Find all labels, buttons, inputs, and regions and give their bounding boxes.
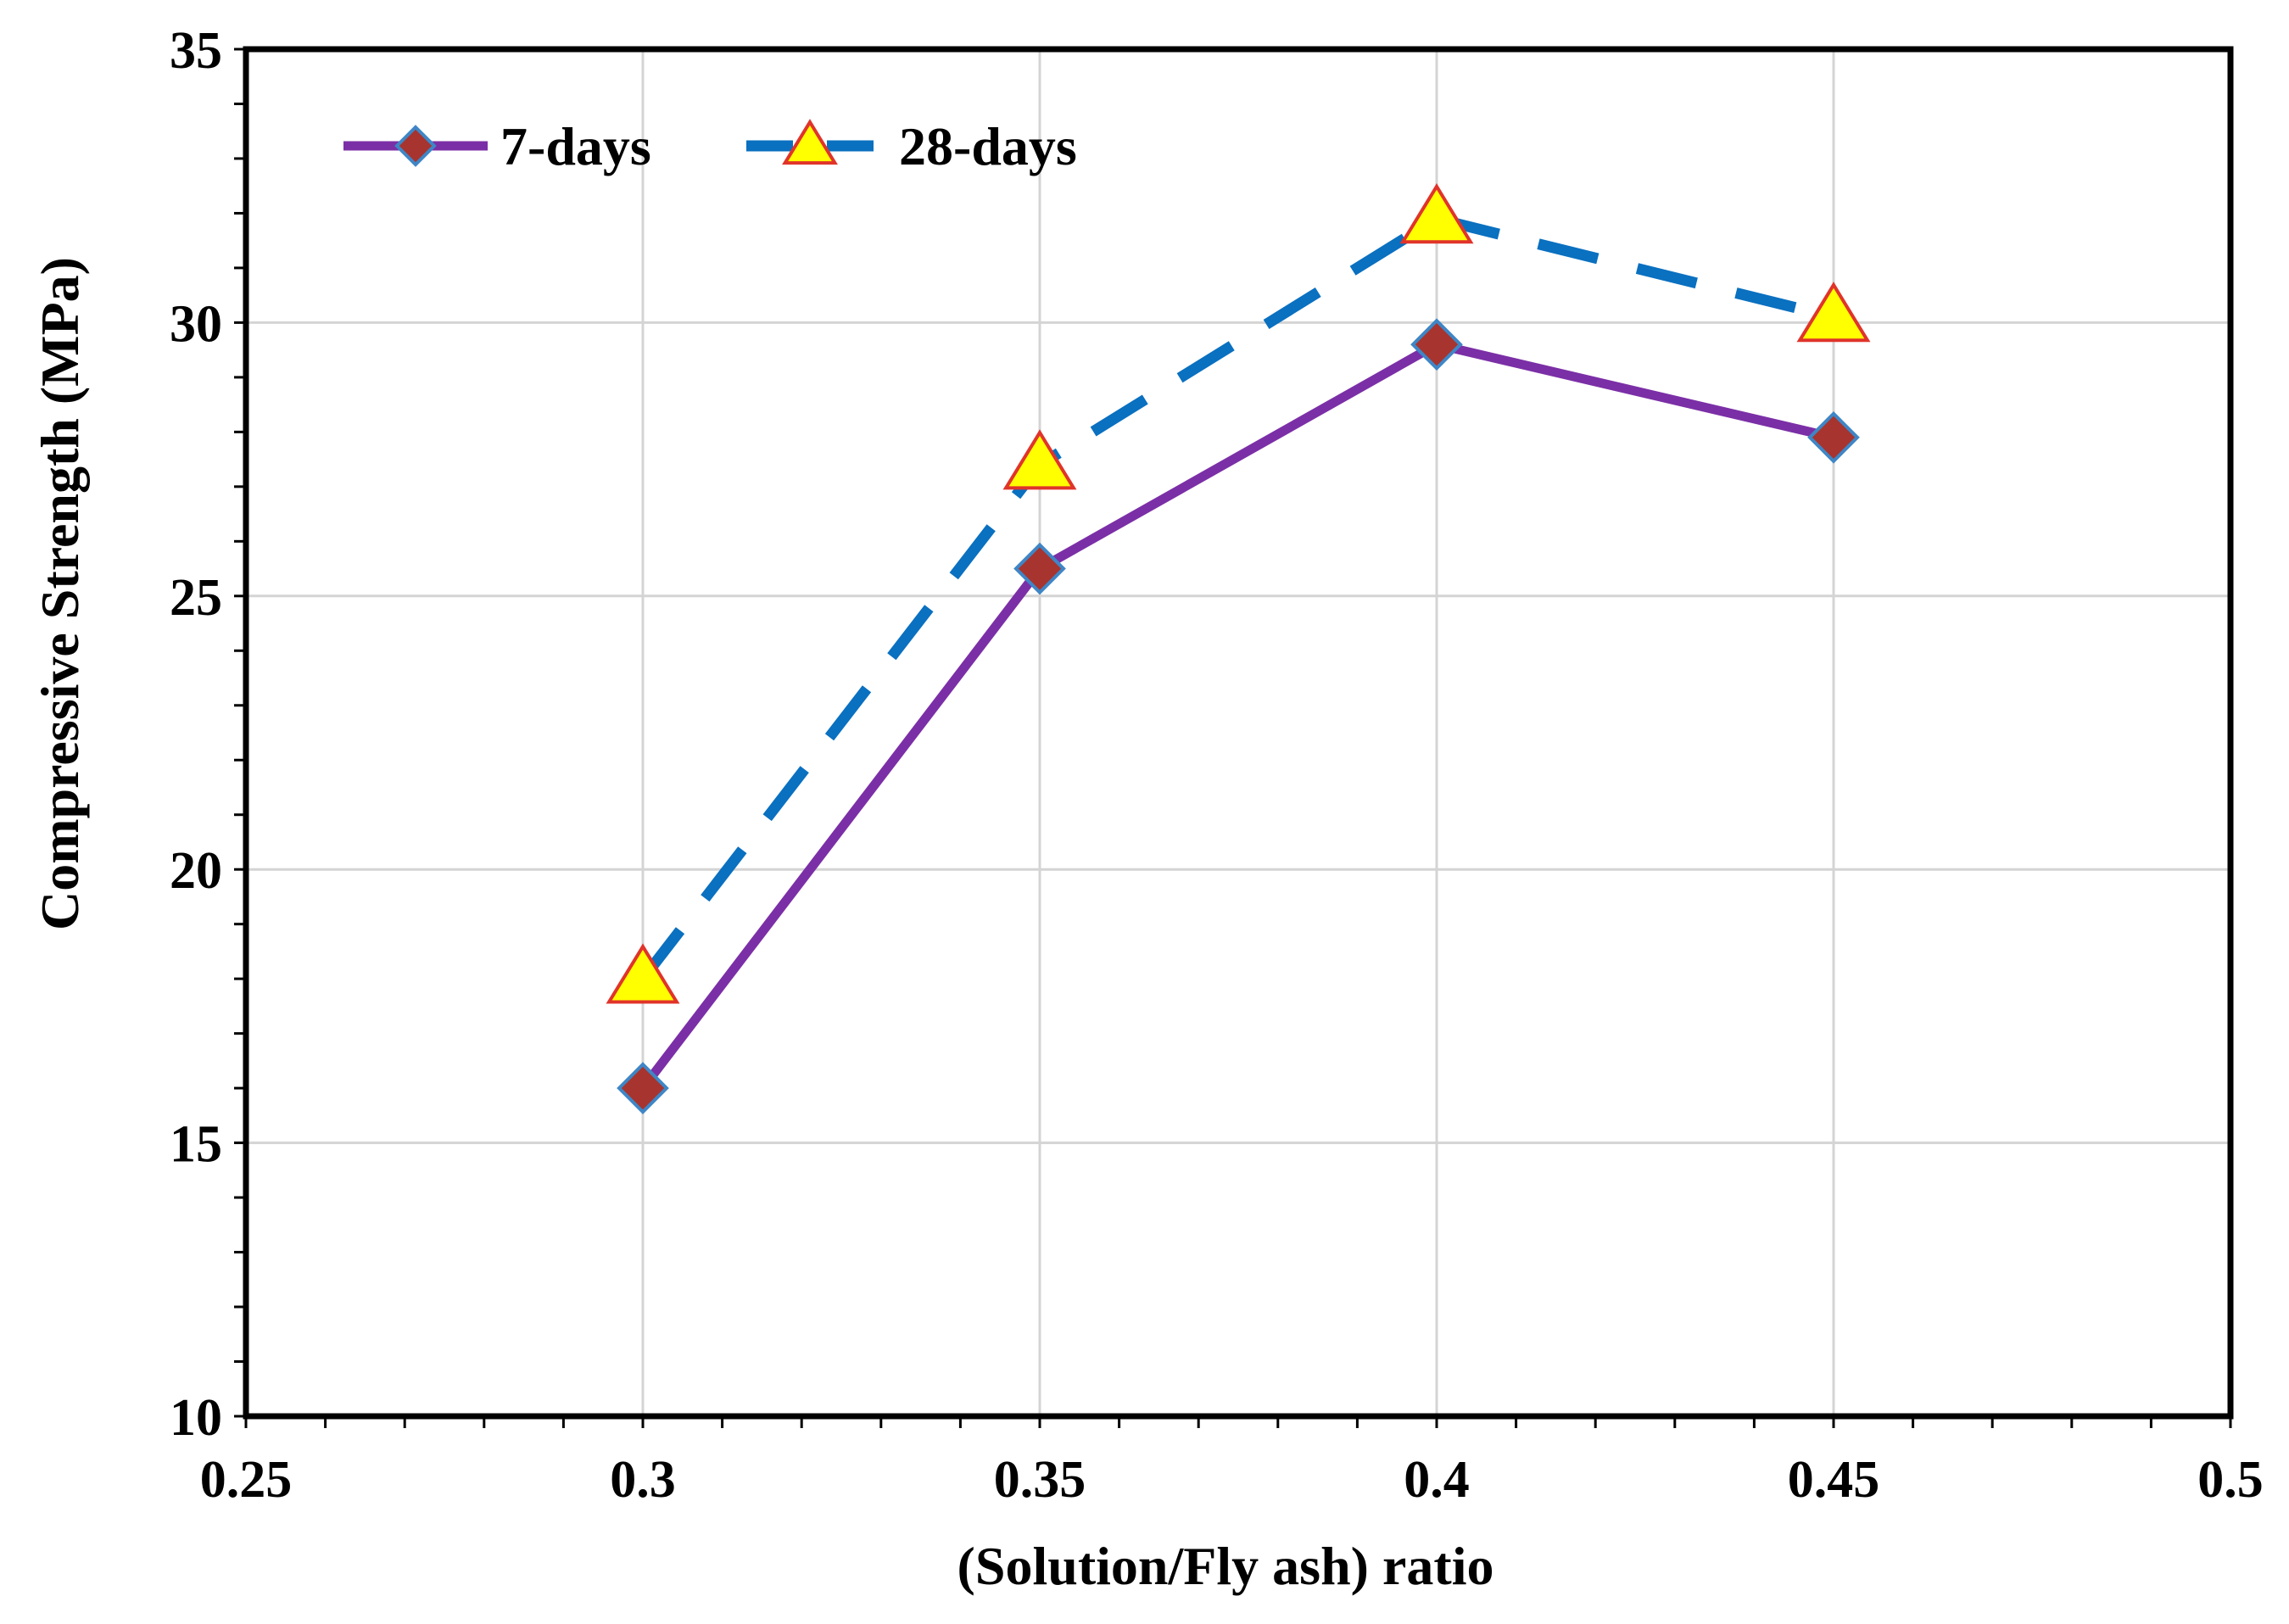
series-layer: [606, 183, 1871, 1114]
data-point-7-days: [617, 1062, 669, 1114]
y-axis-title: Compressive Strength (MPa): [30, 257, 90, 930]
legend-item-7-days: 7-days: [343, 116, 651, 176]
y-tick-label: 15: [170, 1116, 222, 1174]
legend: 7-days 28-days: [343, 116, 1077, 176]
y-tick-labels: 10 15 20 25 30 35: [170, 22, 222, 1447]
legend-item-28-days: 28-days: [746, 116, 1077, 176]
y-tick-label: 30: [170, 295, 222, 353]
x-tick-label: 0.3: [610, 1451, 676, 1509]
legend-marker-triangle: [782, 119, 838, 165]
grid-layer: [246, 49, 2230, 1416]
x-tick-labels: 0.25 0.3 0.35 0.4 0.45 0.5: [200, 1451, 2264, 1509]
x-axis-title: (Solution/Fly ash) ratio: [957, 1536, 1494, 1596]
y-tick-label: 35: [170, 22, 222, 80]
x-tick-label: 0.45: [1788, 1451, 1880, 1509]
data-point-28-days: [1399, 183, 1474, 244]
y-tick-label: 10: [170, 1389, 222, 1447]
x-tick-label: 0.5: [2197, 1451, 2264, 1509]
legend-marker-diamond: [394, 125, 437, 167]
x-tick-label: 0.25: [200, 1451, 293, 1509]
x-tick-label: 0.4: [1404, 1451, 1470, 1509]
legend-label-28-days: 28-days: [899, 116, 1077, 176]
x-tick-label: 0.35: [994, 1451, 1086, 1509]
minor-tick-layer: [234, 47, 2232, 1428]
y-tick-label: 20: [170, 842, 222, 900]
y-tick-label: 25: [170, 569, 222, 627]
plot-area-frame: [243, 46, 2234, 1420]
data-point-7-days: [1013, 542, 1066, 595]
legend-label-7-days: 7-days: [500, 116, 651, 176]
series-line-7-days: [639, 339, 1835, 1091]
data-point-28-days: [1002, 429, 1077, 490]
data-point-7-days: [1410, 318, 1463, 371]
data-point-7-days: [1807, 410, 1860, 464]
data-point-28-days: [606, 943, 680, 1004]
data-point-28-days: [1796, 282, 1871, 343]
series-line-28-days: [638, 213, 1835, 983]
